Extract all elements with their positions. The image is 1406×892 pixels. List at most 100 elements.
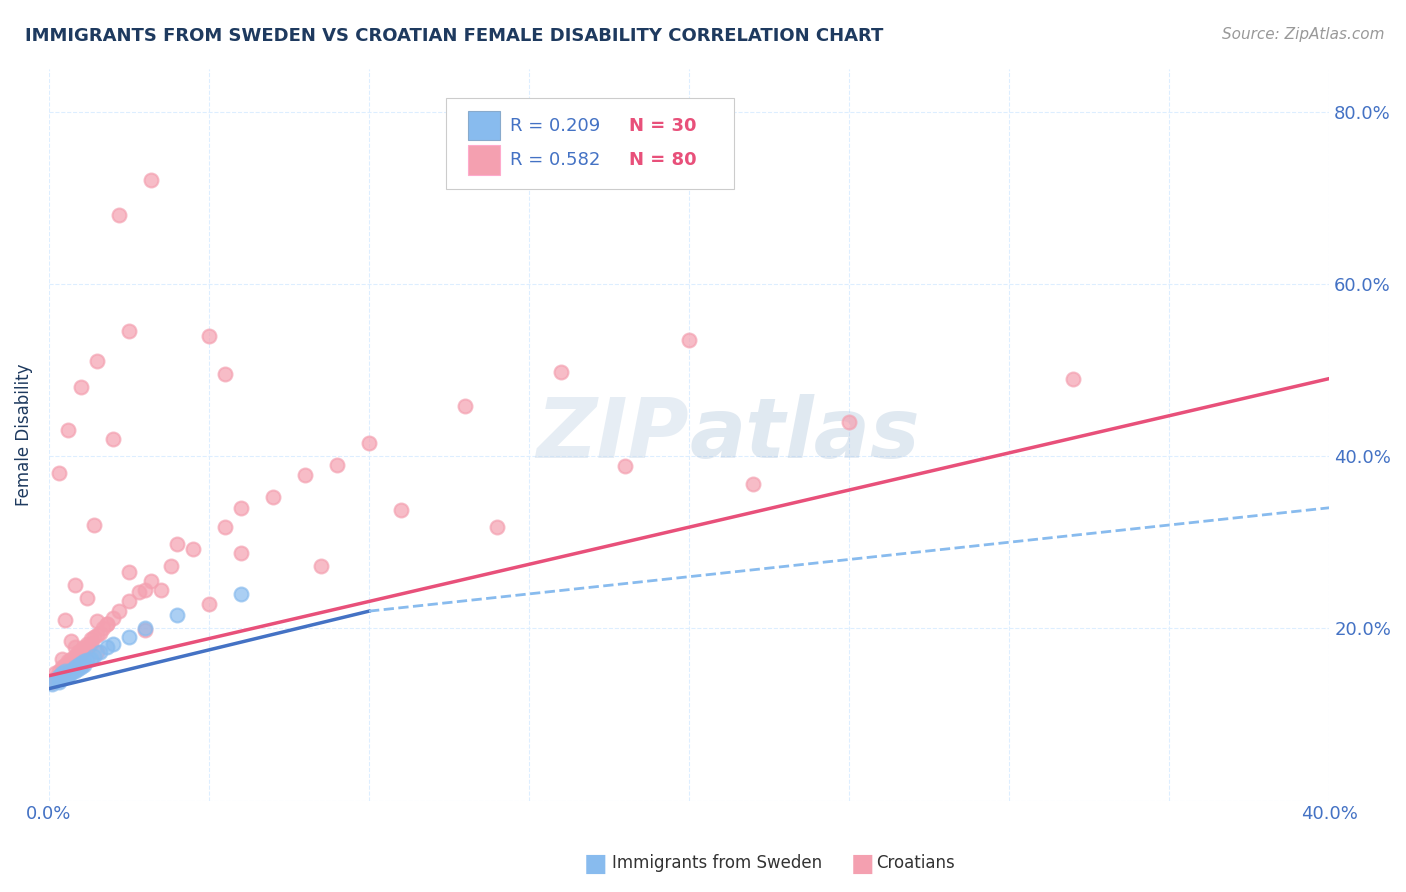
Point	[56, 669, 79, 683]
Point	[60, 634, 83, 648]
Point	[86, 645, 108, 659]
Point	[128, 585, 150, 599]
Point	[53, 663, 76, 677]
Point	[198, 328, 221, 343]
Point	[614, 459, 637, 474]
Point	[262, 491, 284, 505]
Point	[70, 656, 93, 670]
Text: ■: ■	[583, 852, 607, 875]
Point	[86, 354, 108, 368]
Point	[118, 324, 141, 338]
Text: N = 30: N = 30	[628, 117, 696, 135]
Point	[89, 625, 111, 640]
Point	[51, 666, 73, 681]
Point	[76, 640, 98, 655]
Point	[56, 660, 79, 674]
Point	[60, 651, 83, 665]
Point	[73, 643, 96, 657]
Point	[678, 333, 700, 347]
Point	[118, 566, 141, 580]
Text: R = 0.209: R = 0.209	[510, 117, 600, 135]
Text: R = 0.582: R = 0.582	[510, 151, 600, 169]
Point	[93, 621, 115, 635]
Bar	[468, 145, 499, 175]
Text: ■: ■	[851, 852, 875, 875]
Point	[48, 669, 70, 683]
Point	[229, 587, 252, 601]
Point	[73, 657, 96, 672]
Point	[76, 637, 98, 651]
Point	[44, 666, 66, 681]
Point	[118, 630, 141, 644]
Point	[56, 666, 79, 681]
Point	[66, 648, 89, 663]
Point	[96, 617, 118, 632]
Point	[44, 671, 66, 685]
Point	[53, 670, 76, 684]
Point	[51, 660, 73, 674]
Point	[70, 643, 93, 657]
Point	[1062, 371, 1084, 385]
Point	[83, 518, 105, 533]
Point	[389, 502, 412, 516]
Point	[229, 500, 252, 515]
Point	[454, 399, 477, 413]
Point	[79, 632, 101, 646]
Point	[309, 559, 332, 574]
Point	[53, 665, 76, 679]
Text: atlas: atlas	[689, 394, 920, 475]
Point	[48, 467, 70, 481]
Point	[83, 648, 105, 663]
Point	[70, 380, 93, 394]
Point	[96, 617, 118, 632]
Point	[229, 545, 252, 559]
Point	[742, 476, 765, 491]
Point	[134, 623, 156, 637]
Point	[60, 666, 83, 681]
Point	[76, 591, 98, 606]
Point	[838, 415, 860, 429]
Point	[51, 671, 73, 685]
Point	[48, 674, 70, 689]
Point	[70, 647, 93, 661]
Point	[159, 559, 181, 574]
Point	[79, 651, 101, 665]
Point	[96, 640, 118, 655]
Point	[53, 657, 76, 672]
Bar	[468, 111, 499, 140]
Point	[66, 657, 89, 672]
Point	[63, 578, 86, 592]
Point	[73, 654, 96, 668]
Point	[73, 640, 96, 655]
Point	[86, 615, 108, 629]
Point	[44, 673, 66, 687]
Point	[550, 365, 572, 379]
Point	[63, 660, 86, 674]
Point	[63, 640, 86, 655]
Point	[108, 208, 131, 222]
Point	[166, 608, 188, 623]
Point	[63, 654, 86, 668]
Text: N = 80: N = 80	[628, 151, 696, 169]
Point	[150, 582, 173, 597]
Point	[66, 645, 89, 659]
Point	[51, 666, 73, 681]
Point	[141, 574, 163, 588]
Y-axis label: Female Disability: Female Disability	[15, 363, 32, 506]
Point	[79, 637, 101, 651]
Point	[326, 458, 349, 472]
Point	[181, 542, 204, 557]
Point	[86, 628, 108, 642]
Point	[56, 423, 79, 437]
Point	[56, 654, 79, 668]
Text: IMMIGRANTS FROM SWEDEN VS CROATIAN FEMALE DISABILITY CORRELATION CHART: IMMIGRANTS FROM SWEDEN VS CROATIAN FEMAL…	[25, 27, 884, 45]
Point	[63, 665, 86, 679]
Point	[48, 665, 70, 679]
Point	[41, 674, 63, 689]
Point	[198, 597, 221, 611]
Point	[89, 645, 111, 659]
Point	[60, 656, 83, 670]
Text: Immigrants from Sweden: Immigrants from Sweden	[612, 855, 821, 872]
Point	[134, 621, 156, 635]
Text: ZIP: ZIP	[537, 394, 689, 475]
